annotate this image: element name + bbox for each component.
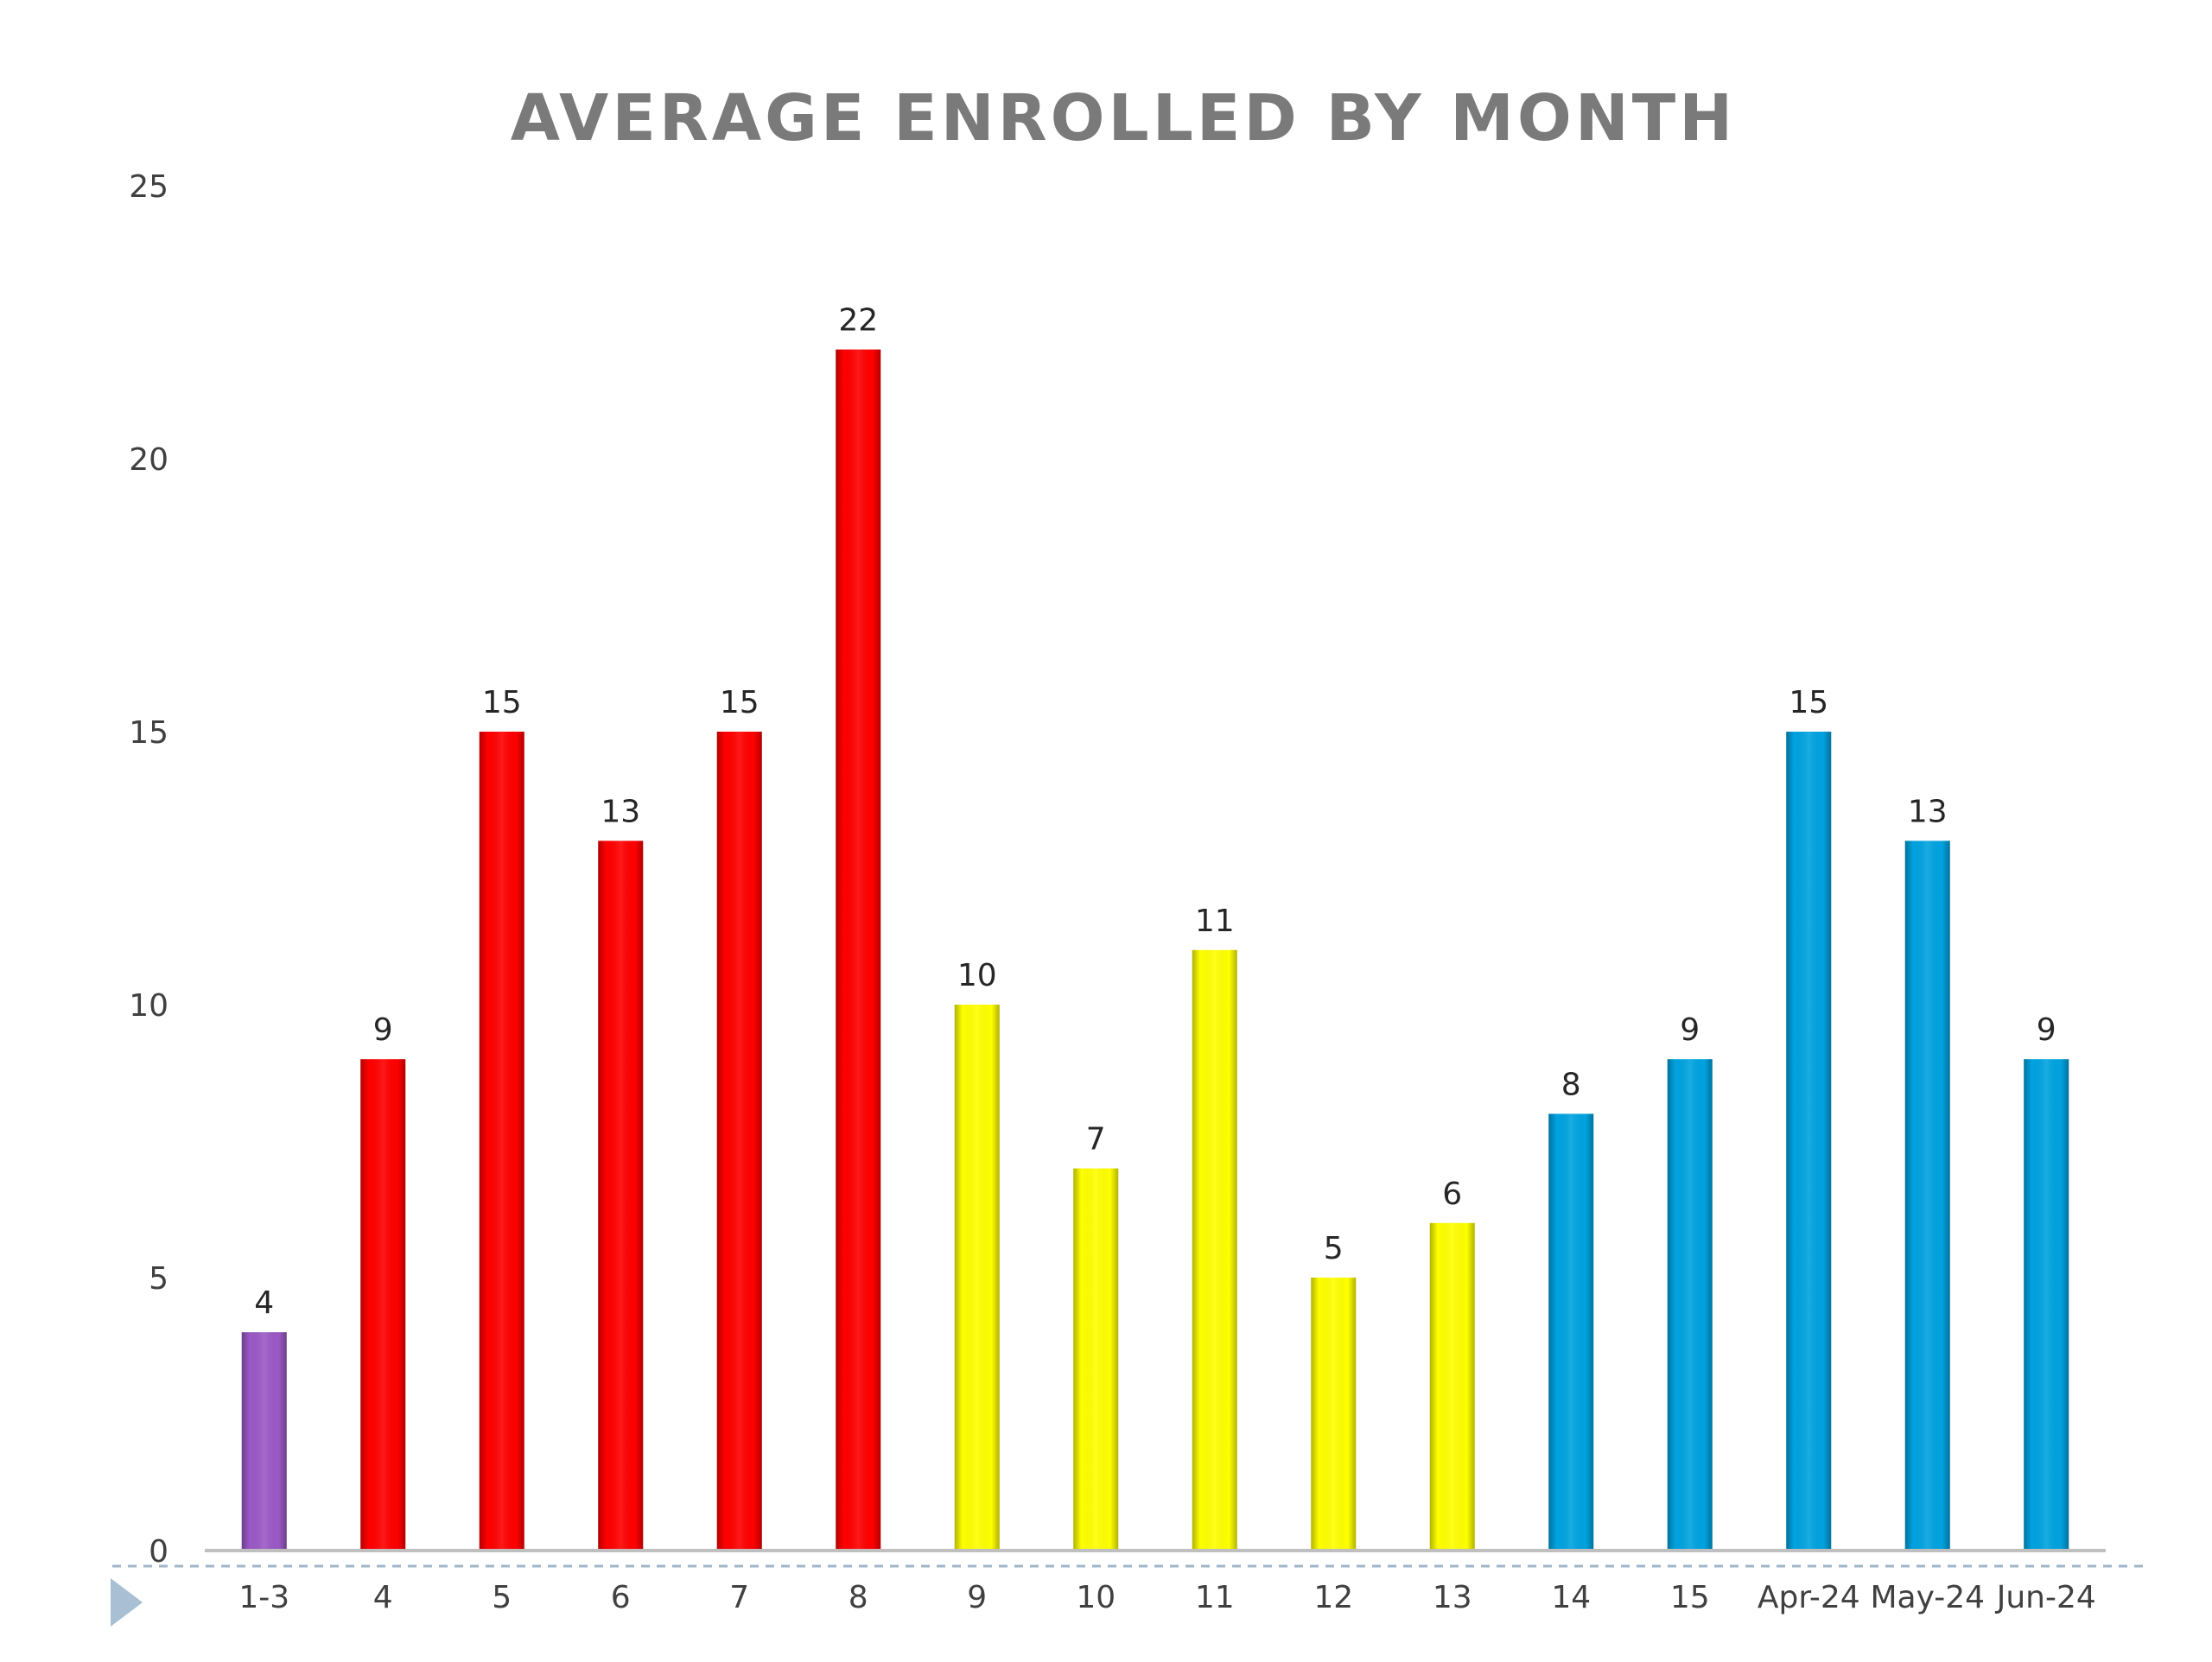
y-tick-label: 15	[129, 715, 168, 751]
bar-shading	[598, 841, 644, 1551]
data-label: 5	[1324, 1231, 1344, 1266]
x-tick-label: 10	[1076, 1580, 1116, 1615]
x-tick-label: 5	[492, 1580, 512, 1615]
bar-shading	[1311, 1278, 1357, 1551]
bar-shading	[1429, 1222, 1475, 1551]
data-label: 15	[482, 685, 522, 720]
y-axis-ticks: 0 5 10 15 20 25	[129, 169, 168, 1570]
y-tick-label: 5	[149, 1261, 168, 1297]
data-label: 11	[1195, 904, 1235, 939]
data-label: 4	[254, 1285, 274, 1321]
x-tick-label: 9	[967, 1580, 987, 1615]
data-label: 6	[1442, 1177, 1462, 1212]
x-tick-label: 8	[849, 1580, 868, 1615]
x-tick-label: Apr-24	[1758, 1580, 1860, 1615]
data-label: 10	[957, 958, 997, 993]
x-tick-label: May-24	[1870, 1580, 1985, 1615]
bar-shading	[479, 732, 524, 1551]
x-tick-label: 13	[1433, 1580, 1472, 1615]
x-tick-label: 7	[729, 1580, 749, 1615]
x-tick-label: 12	[1313, 1580, 1353, 1615]
data-label: 22	[838, 303, 878, 339]
data-label: 8	[1561, 1067, 1581, 1102]
bar-shading	[954, 1005, 1000, 1551]
chart-title: AVERAGE ENROLLED BY MONTH	[511, 81, 1736, 155]
bar-series	[241, 349, 2069, 1551]
x-tick-label: 4	[373, 1580, 393, 1615]
bar-shading	[1073, 1168, 1119, 1551]
bar-shading	[1904, 841, 1950, 1551]
y-tick-label: 20	[129, 442, 168, 478]
x-axis-ticks: 1-3 4 5 6 7 8 9 10 11 12 13 14 15 Apr-24 May-24 Jun-24	[238, 1580, 2095, 1615]
data-label: 15	[1789, 685, 1828, 720]
bar-shading	[1192, 949, 1237, 1551]
x-tick-label: 15	[1670, 1580, 1710, 1615]
x-tick-label: 14	[1551, 1580, 1591, 1615]
bar-shading	[360, 1059, 406, 1551]
bar-shading	[1786, 732, 1832, 1551]
bar-shading	[716, 732, 762, 1551]
bar-shading	[2024, 1059, 2069, 1551]
y-tick-label: 0	[149, 1534, 168, 1570]
data-label: 9	[1680, 1012, 1700, 1048]
data-label: 15	[720, 685, 760, 720]
x-tick-label: Jun-24	[1995, 1580, 2096, 1615]
bar-shading	[836, 349, 881, 1551]
bar-shading	[1548, 1113, 1594, 1551]
data-label: 13	[601, 794, 640, 829]
data-labels: 4 9 15 13 15 22 10 7 11 5 6 8 9 15 13 9	[254, 303, 2056, 1322]
y-tick-label: 25	[129, 169, 168, 205]
x-tick-label: 11	[1195, 1580, 1235, 1615]
data-label: 13	[1908, 794, 1948, 829]
data-label: 9	[2037, 1012, 2056, 1048]
data-label: 7	[1086, 1122, 1106, 1158]
x-tick-label: 1-3	[238, 1580, 289, 1615]
data-label: 9	[373, 1012, 393, 1048]
bar-shading	[241, 1332, 287, 1551]
x-tick-label: 6	[611, 1580, 631, 1615]
bar-shading	[1667, 1059, 1713, 1551]
triangle-right-icon[interactable]	[111, 1578, 143, 1627]
y-tick-label: 10	[129, 988, 168, 1024]
